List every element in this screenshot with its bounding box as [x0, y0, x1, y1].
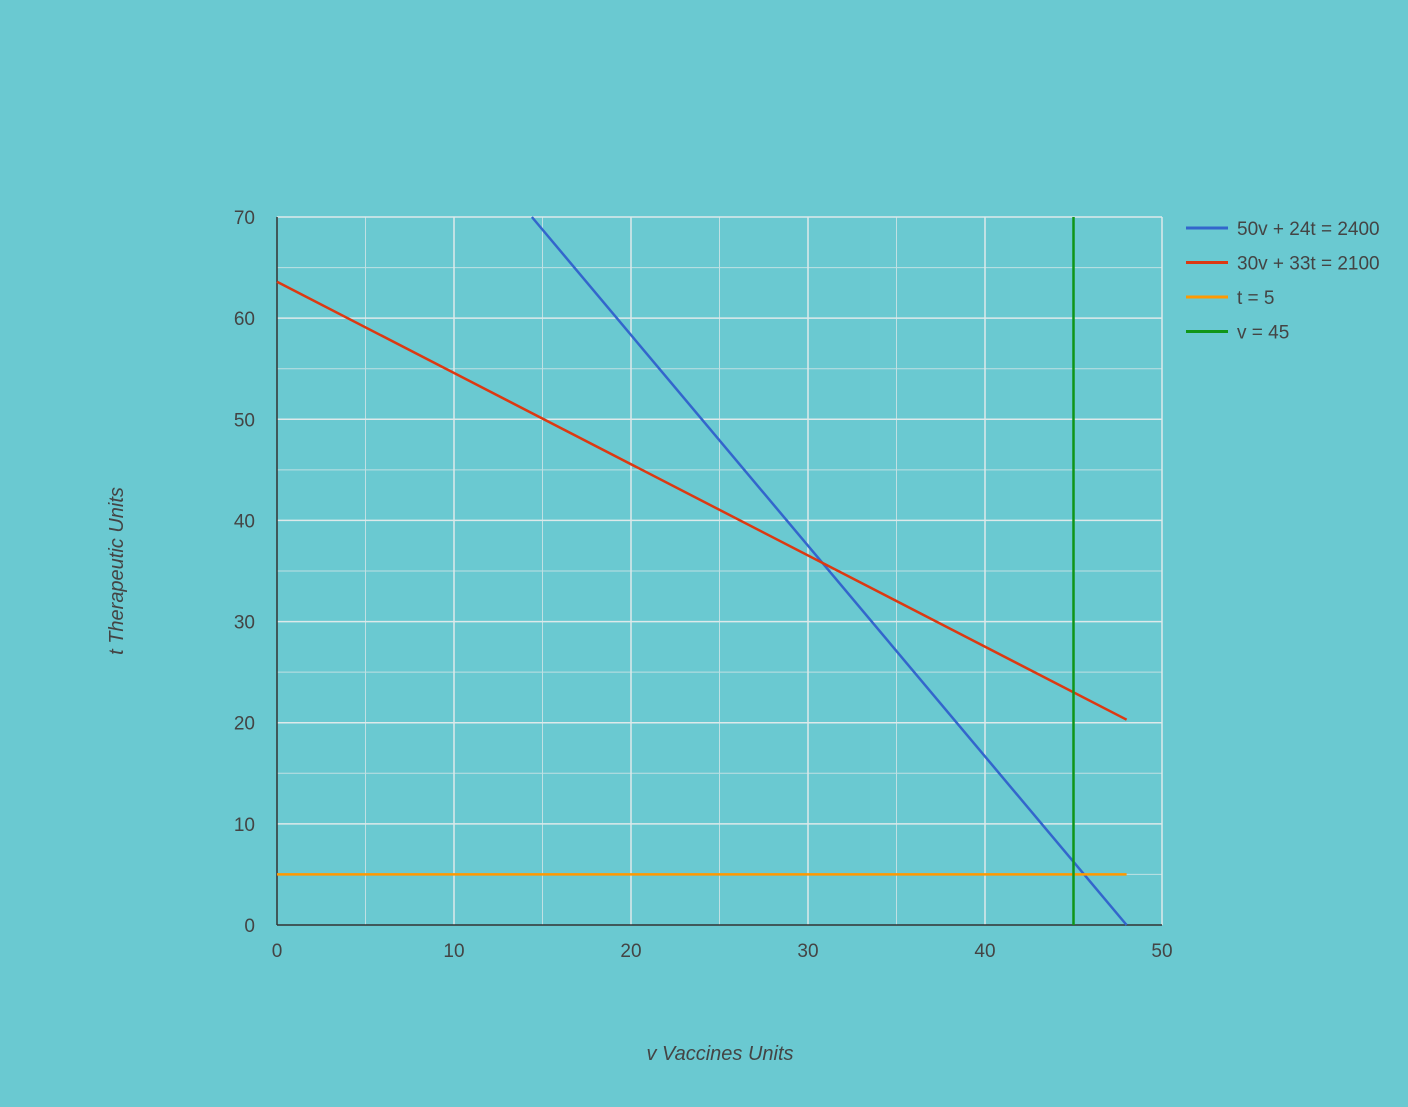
y-tick-label: 50: [234, 410, 255, 431]
x-tick-label: 40: [974, 941, 995, 962]
x-axis-title: v Vaccines Units: [646, 1043, 793, 1065]
grid-layer: [277, 216, 1163, 925]
x-tick-label: 10: [443, 941, 464, 962]
x-tick-label: 20: [620, 941, 641, 962]
y-tick-label: 30: [234, 613, 255, 634]
series-line-2: [276, 280, 1128, 721]
legend-label-4: v = 45: [1237, 323, 1289, 344]
series-layer: [276, 216, 1128, 926]
y-tick-label: 0: [244, 916, 255, 937]
axes-layer: [276, 217, 1162, 926]
y-tick-label: 20: [234, 714, 255, 735]
legend-label-1: 50v + 24t = 2400: [1237, 219, 1380, 240]
legend: 50v + 24t = 2400 30v + 33t = 2100 t = 5 v =…: [1186, 219, 1380, 344]
y-tick-label: 70: [234, 208, 255, 229]
legend-label-2: 30v + 33t = 2100: [1237, 254, 1380, 275]
y-tick-label: 10: [234, 815, 255, 836]
ticks-layer: 0 10 20 30 40 50 0 10 20 30 40 50 60 70: [234, 208, 1173, 962]
y-tick-label: 40: [234, 511, 255, 532]
x-tick-label: 30: [797, 941, 818, 962]
x-tick-label: 50: [1151, 941, 1172, 962]
series-line-1: [530, 216, 1128, 926]
x-tick-label: 0: [272, 941, 283, 962]
legend-label-3: t = 5: [1237, 288, 1275, 309]
y-axis-title: t Therapeutic Units: [106, 487, 128, 655]
y-tick-label: 60: [234, 309, 255, 330]
